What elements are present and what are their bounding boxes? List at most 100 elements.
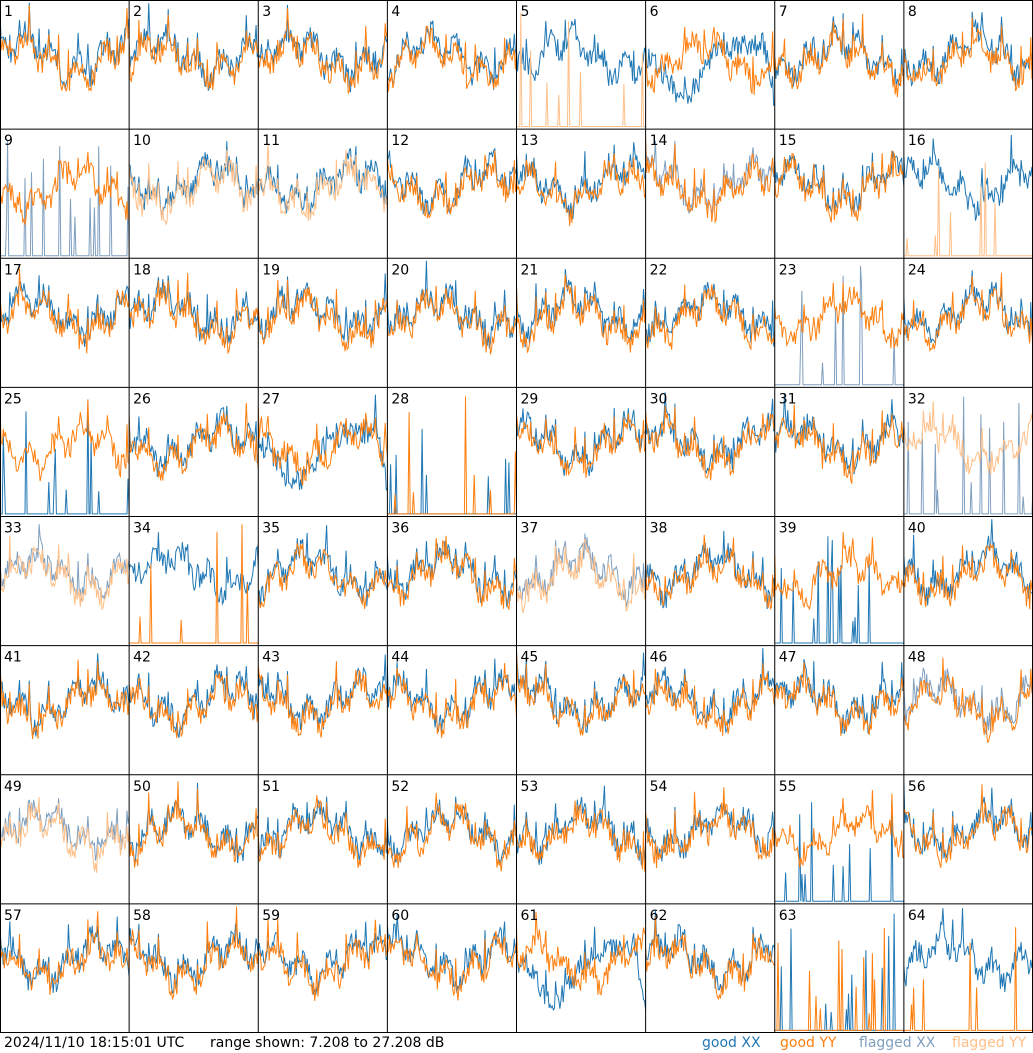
- panel-30: 30: [645, 391, 775, 481]
- panel-63: 63: [774, 908, 904, 1031]
- panel-53: 53: [516, 779, 646, 872]
- panel-10: 10: [129, 133, 259, 226]
- series-xx-panel-7: [774, 13, 904, 89]
- panel-56: 56: [903, 779, 1033, 868]
- panel-number-2: 2: [133, 4, 142, 20]
- panel-18: 18: [129, 262, 259, 355]
- panel-number-64: 64: [908, 908, 926, 924]
- panel-36: 36: [387, 521, 517, 610]
- panel-51: 51: [258, 779, 388, 868]
- legend-flagged-xx: flagged XX: [859, 1035, 936, 1051]
- panel-1: 1: [0, 2, 130, 92]
- panel-39: 39: [774, 521, 904, 644]
- series-yy-panel-8: [903, 17, 1033, 92]
- series-xx-panel-4: [387, 20, 517, 90]
- panel-number-26: 26: [133, 391, 151, 407]
- series-yy-panel-39: [774, 532, 904, 610]
- range-label: range shown: 7.208 to 27.208 dB: [210, 1035, 445, 1051]
- panel-number-50: 50: [133, 779, 151, 795]
- panel-number-1: 1: [4, 4, 13, 20]
- series-yy-panel-5: [516, 12, 646, 127]
- panel-20: 20: [387, 260, 517, 355]
- series-yy-panel-9: [0, 151, 130, 225]
- panel-43: 43: [258, 650, 388, 738]
- panel-number-24: 24: [908, 262, 926, 278]
- panel-60: 60: [387, 908, 517, 1001]
- panel-59: 59: [258, 908, 388, 1001]
- panel-number-54: 54: [650, 779, 668, 795]
- series-yy-panel-1: [0, 4, 130, 92]
- series-xx-panel-55: [774, 800, 904, 902]
- panel-number-53: 53: [521, 779, 539, 795]
- panel-15: 15: [774, 133, 904, 223]
- series-xx-panel-23: [774, 265, 904, 386]
- panel-54: 54: [645, 779, 775, 869]
- panel-number-37: 37: [521, 521, 539, 537]
- series-xx-panel-30: [645, 392, 775, 475]
- panel-8: 8: [903, 4, 1033, 92]
- legend-flagged-yy: flagged YY: [952, 1035, 1027, 1051]
- panel-number-51: 51: [262, 779, 280, 795]
- panel-number-58: 58: [133, 908, 151, 924]
- series-xx-panel-24: [903, 270, 1033, 346]
- panel-number-19: 19: [262, 262, 280, 278]
- panel-number-3: 3: [262, 4, 271, 20]
- series-yy-panel-60: [387, 930, 517, 1001]
- panel-42: 42: [129, 650, 259, 739]
- series-yy-panel-54: [645, 787, 775, 869]
- series-yy-panel-44: [387, 663, 517, 738]
- series-yy-panel-18: [129, 273, 259, 355]
- panel-number-32: 32: [908, 391, 926, 407]
- panel-33: 33: [0, 521, 130, 612]
- panel-34: 34: [129, 521, 259, 644]
- series-xx-panel-27: [258, 394, 388, 491]
- panel-number-4: 4: [391, 4, 400, 20]
- series-yy-panel-53: [516, 800, 646, 872]
- panel-number-46: 46: [650, 650, 668, 666]
- series-yy-panel-34: [129, 524, 259, 644]
- panel-number-60: 60: [391, 908, 409, 924]
- panel-number-12: 12: [391, 133, 409, 149]
- series-xx-panel-44: [387, 658, 517, 733]
- series-yy-panel-45: [516, 648, 646, 736]
- series-yy-panel-26: [129, 402, 259, 481]
- panel-49: 49: [0, 779, 130, 873]
- series-yy-panel-10: [129, 149, 259, 226]
- series-yy-panel-23: [774, 282, 904, 349]
- panel-number-18: 18: [133, 262, 151, 278]
- series-yy-panel-52: [387, 792, 517, 872]
- panel-number-56: 56: [908, 779, 926, 795]
- panel-number-34: 34: [133, 521, 151, 537]
- panel-number-47: 47: [779, 650, 797, 666]
- series-xx-panel-18: [129, 275, 259, 346]
- series-yy-panel-47: [774, 662, 904, 737]
- panel-62: 62: [645, 908, 775, 1001]
- series-xx-panel-13: [516, 142, 646, 220]
- panel-38: 38: [645, 521, 775, 610]
- panel-number-40: 40: [908, 521, 926, 537]
- series-yy-panel-48: [903, 657, 1033, 743]
- panel-2: 2: [129, 3, 259, 91]
- panel-45: 45: [516, 648, 646, 736]
- panel-41: 41: [0, 650, 130, 740]
- panel-number-5: 5: [521, 4, 530, 20]
- series-yy-panel-27: [258, 408, 388, 486]
- series-yy-panel-20: [387, 285, 517, 355]
- panel-64: 64: [903, 908, 1033, 1031]
- panel-number-15: 15: [779, 133, 797, 149]
- panel-number-38: 38: [650, 521, 668, 537]
- series-yy-panel-38: [645, 534, 775, 610]
- series-yy-panel-7: [774, 13, 904, 98]
- legend-good-xx: good XX: [702, 1035, 761, 1051]
- series-yy-panel-33: [0, 535, 130, 612]
- legend-good-yy: good YY: [780, 1035, 837, 1051]
- panel-number-52: 52: [391, 779, 409, 795]
- panel-number-35: 35: [262, 521, 280, 537]
- panel-number-17: 17: [4, 262, 22, 278]
- timestamp-label: 2024/11/10 18:15:01 UTC: [4, 1035, 185, 1051]
- panel-61: 61: [516, 908, 646, 1012]
- panel-number-7: 7: [779, 4, 788, 20]
- panel-number-62: 62: [650, 908, 668, 924]
- series-xx-panel-51: [258, 796, 388, 862]
